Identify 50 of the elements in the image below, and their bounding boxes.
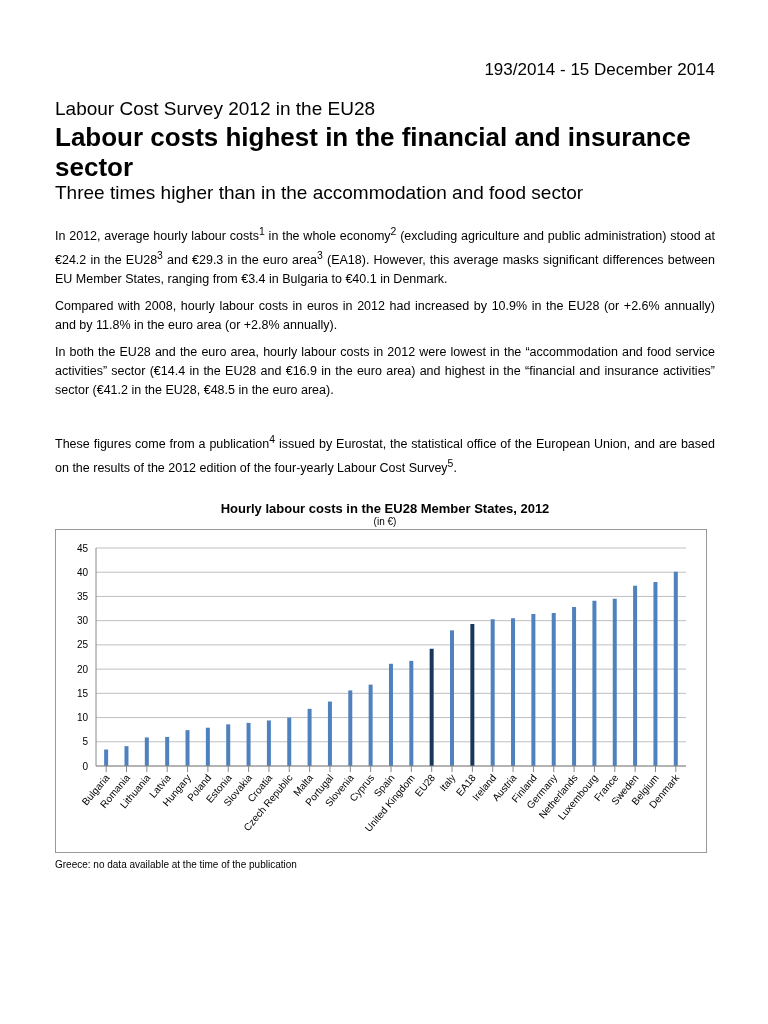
- bar: [327, 701, 332, 766]
- y-tick-label: 45: [76, 542, 89, 554]
- bar: [307, 708, 312, 766]
- bar: [592, 600, 597, 766]
- text: In 2012, average hourly labour costs$^{1}$ in the whole economy$^{2}$ (excluding agriculture and public administration) stood at €24.2 in the EU28$^{3}$ and €29.3 in the euro area$^{3}$ (EA18). However, this average masks significant differences between EU Member States, ranging from €3.4 in Bulgaria to €40.1 in Denmark.: [55, 226, 715, 287]
- y-tick-label: 35: [76, 590, 89, 602]
- y-tick-label: 5: [82, 735, 89, 747]
- bar: [490, 618, 495, 766]
- text: 193/2014 - 15 December 2014: [483, 60, 715, 80]
- y-tick-label: 0: [82, 760, 89, 772]
- y-tick-label: 20: [76, 663, 89, 675]
- bar: [388, 663, 393, 766]
- bar: [348, 690, 353, 766]
- bar: [144, 737, 149, 766]
- bar: [633, 585, 638, 766]
- bar: [673, 571, 678, 766]
- bar: [572, 606, 577, 766]
- y-tick-label: 40: [76, 566, 89, 578]
- bar: [185, 729, 190, 766]
- text: Compared with 2008, hourly labour costs in euros in 2012 had increased by 10.9% in the EU28 (or +2.6% annually) and by 11.8% in the euro area (or +2.8% annually).: [55, 298, 715, 335]
- bar: [612, 598, 617, 766]
- bar: [205, 727, 210, 766]
- y-tick-label: 25: [76, 639, 89, 651]
- text: Labour Cost Survey 2012 in the EU28: [55, 98, 377, 120]
- bar: [531, 613, 536, 766]
- bar: [653, 581, 658, 766]
- text: These figures come from a publication$^{4}$ issued by Eurostat, the statistical office of the European Union, and are based on the results of the 2012 edition of the four-yearly Labour Cost Survey$^{5}$.: [55, 433, 715, 478]
- text: In both the EU28 and the euro area, hourly labour costs in 2012 were lowest in the “accommodation and food service activities” sector (€14.4 in the EU28 and €16.9 in the euro area) and highest in the “financial and insurance activities” sector (€41.2 in the EU28, €48.5 in the euro area).: [55, 344, 715, 400]
- text: Three times higher than in the accommodation and food sector: [55, 182, 585, 204]
- bar: [287, 717, 292, 766]
- bar: [246, 722, 251, 766]
- bar: [551, 612, 556, 766]
- bar: [226, 723, 231, 766]
- y-tick-label: 10: [76, 711, 89, 723]
- chart-title: Hourly labour costs in the EU28 Member States, 2012: [219, 500, 551, 516]
- y-tick-label: 30: [76, 614, 89, 626]
- y-tick-label: 15: [76, 687, 89, 699]
- text: Labour costs highest in the financial and insurance sector: [55, 122, 692, 182]
- bar: [409, 660, 414, 766]
- bar: [165, 736, 170, 766]
- bar: [368, 684, 373, 766]
- chart-subtitle: (in €): [372, 515, 398, 527]
- text: Greece: no data available at the time of the publication: [55, 858, 298, 870]
- bar: [470, 623, 475, 766]
- bar: [266, 720, 271, 766]
- bar: [450, 629, 454, 766]
- bar: [511, 617, 516, 766]
- bar: [429, 648, 434, 766]
- bar: [104, 749, 109, 766]
- bar: [124, 745, 129, 766]
